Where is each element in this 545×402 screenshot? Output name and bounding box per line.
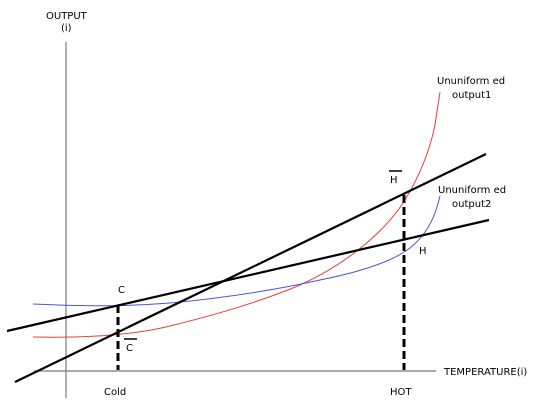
output1-curve <box>32 91 441 338</box>
output2-curve <box>32 195 441 307</box>
x-tick-cold: Cold <box>104 387 126 398</box>
output1-label-line2: output1 <box>452 90 491 101</box>
y-axis-title-line2: (i) <box>61 23 72 34</box>
point-c-label: C <box>118 285 125 296</box>
y-axis-title-line1: OUTPUT <box>46 11 88 22</box>
output2-label-line2: output2 <box>452 199 491 210</box>
point-h-bar-label: H <box>390 175 398 186</box>
x-tick-hot: HOT <box>390 387 412 398</box>
line-c-h <box>6 218 490 333</box>
output1-label-line1: Ununiform ed <box>437 76 505 87</box>
x-axis-title: TEMPERATURE(i) <box>443 367 527 378</box>
line-cbar-hbar <box>14 153 487 383</box>
output2-label-line1: Ununiform ed <box>438 185 506 196</box>
point-h-label: H <box>419 246 427 257</box>
point-c-bar-label: C <box>126 343 133 354</box>
